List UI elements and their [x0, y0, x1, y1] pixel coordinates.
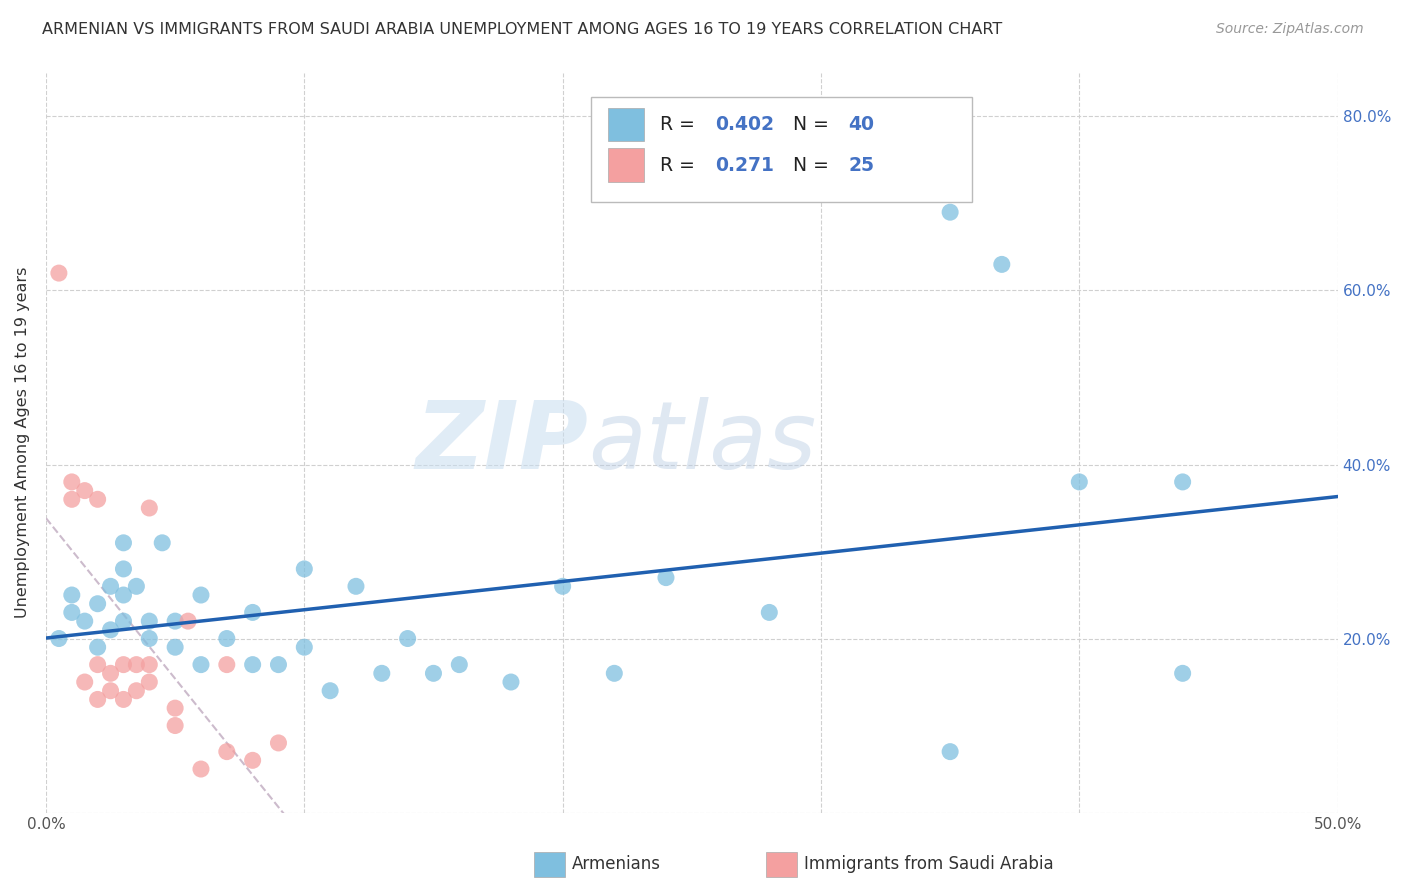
Text: 0.271: 0.271 [716, 155, 773, 175]
Point [603, 666, 626, 681]
Point [165, 614, 187, 628]
Point [215, 632, 238, 646]
FancyBboxPatch shape [607, 108, 644, 141]
Point [150, 536, 173, 550]
Text: R =: R = [659, 155, 700, 175]
Text: 0.402: 0.402 [716, 115, 775, 134]
Point [125, 683, 148, 698]
Point [396, 632, 419, 646]
Point [86, 492, 108, 507]
Text: N =: N = [793, 115, 834, 134]
Point [551, 579, 574, 593]
Point [112, 536, 135, 550]
Point [267, 657, 290, 672]
Point [100, 623, 122, 637]
Text: Armenians: Armenians [572, 855, 661, 873]
Point [60, 588, 83, 602]
Text: atlas: atlas [589, 397, 817, 488]
Point [112, 692, 135, 706]
Point [371, 666, 394, 681]
Point [319, 683, 342, 698]
Point [60, 492, 83, 507]
Point [48, 266, 70, 280]
Point [138, 501, 160, 516]
Point [138, 657, 160, 672]
Point [60, 475, 83, 489]
Text: R =: R = [659, 115, 700, 134]
FancyBboxPatch shape [607, 148, 644, 182]
Point [177, 614, 200, 628]
Point [86, 657, 108, 672]
Point [1171, 475, 1194, 489]
Point [292, 562, 315, 576]
Point [449, 657, 471, 672]
Text: N =: N = [793, 155, 834, 175]
Point [73, 675, 96, 690]
Text: Immigrants from Saudi Arabia: Immigrants from Saudi Arabia [804, 855, 1054, 873]
Point [165, 640, 187, 655]
Text: ZIP: ZIP [416, 397, 589, 489]
Text: ARMENIAN VS IMMIGRANTS FROM SAUDI ARABIA UNEMPLOYMENT AMONG AGES 16 TO 19 YEARS : ARMENIAN VS IMMIGRANTS FROM SAUDI ARABIA… [42, 22, 1002, 37]
Point [190, 657, 212, 672]
Point [939, 745, 962, 759]
Point [242, 657, 264, 672]
Point [138, 675, 160, 690]
Point [267, 736, 290, 750]
Point [125, 579, 148, 593]
Point [112, 588, 135, 602]
Point [165, 718, 187, 732]
Point [138, 632, 160, 646]
Point [60, 606, 83, 620]
Text: 40: 40 [848, 115, 875, 134]
Point [125, 657, 148, 672]
Point [100, 579, 122, 593]
Point [242, 606, 264, 620]
Point [86, 692, 108, 706]
Point [1069, 475, 1091, 489]
Point [100, 683, 122, 698]
Point [165, 701, 187, 715]
Point [499, 675, 522, 690]
Point [112, 614, 135, 628]
FancyBboxPatch shape [591, 97, 972, 202]
Point [422, 666, 444, 681]
Point [292, 640, 315, 655]
Point [991, 257, 1014, 271]
Point [1171, 666, 1194, 681]
Text: 25: 25 [848, 155, 875, 175]
Point [758, 606, 780, 620]
Point [190, 588, 212, 602]
Point [73, 483, 96, 498]
Point [73, 614, 96, 628]
Point [48, 632, 70, 646]
Point [138, 614, 160, 628]
Point [100, 666, 122, 681]
Point [215, 657, 238, 672]
Point [112, 657, 135, 672]
Text: Source: ZipAtlas.com: Source: ZipAtlas.com [1216, 22, 1364, 37]
Point [215, 745, 238, 759]
Point [112, 562, 135, 576]
Point [242, 753, 264, 767]
Point [190, 762, 212, 776]
Point [939, 205, 962, 219]
Point [655, 571, 678, 585]
Y-axis label: Unemployment Among Ages 16 to 19 years: Unemployment Among Ages 16 to 19 years [15, 267, 30, 618]
Point [86, 597, 108, 611]
Point [86, 640, 108, 655]
Point [344, 579, 367, 593]
